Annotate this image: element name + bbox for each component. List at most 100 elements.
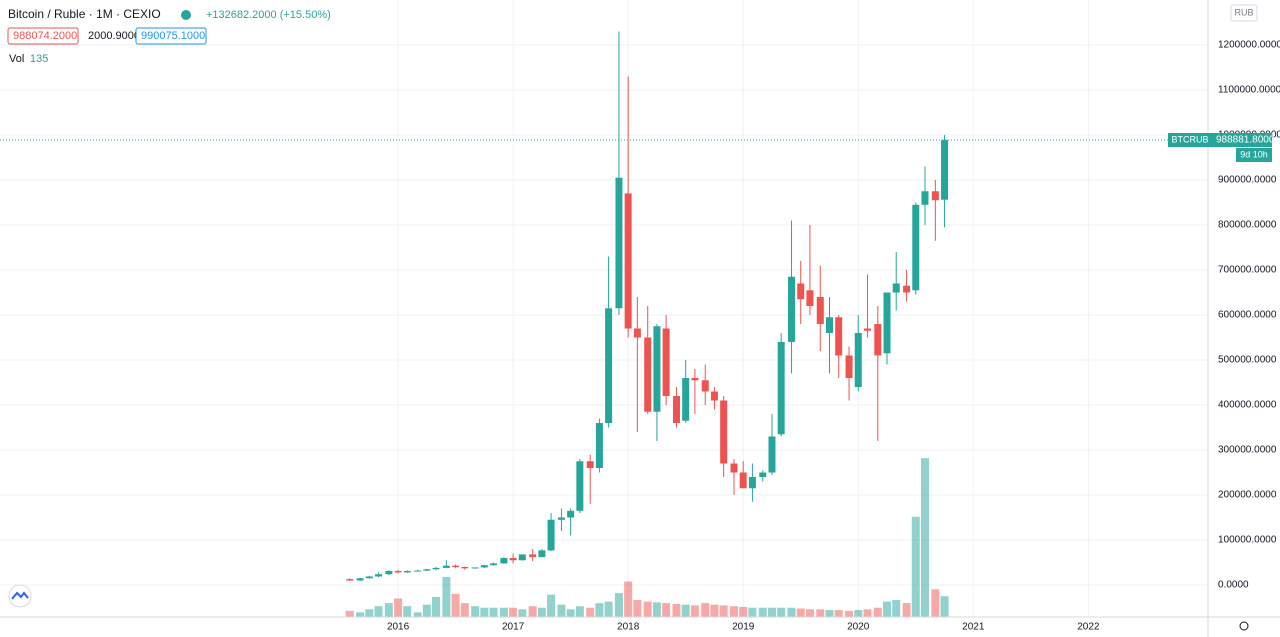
volume-bar: [471, 606, 480, 617]
volume-bar: [931, 589, 940, 617]
candle-body: [567, 510, 575, 518]
candle-body: [863, 328, 871, 331]
y-tick-label: 500000.0000: [1218, 355, 1277, 366]
candle-body: [403, 571, 411, 573]
settings-icon[interactable]: [1239, 621, 1249, 631]
volume-bar: [825, 610, 834, 617]
bid-box[interactable]: [7, 27, 79, 45]
volume-bar: [413, 612, 422, 617]
volume-bar: [528, 606, 537, 617]
candle-body: [701, 380, 709, 392]
ask-box[interactable]: [135, 27, 207, 45]
candle-body: [385, 571, 393, 575]
symbol-title: Bitcoin / Ruble · 1M · CEXIO: [8, 7, 161, 21]
candle-body: [452, 565, 460, 567]
volume-bar: [586, 607, 595, 617]
y-tick-label: 1200000.0000: [1218, 40, 1280, 51]
volume-bar: [690, 605, 699, 617]
x-tick-label: 2020: [847, 622, 870, 633]
volume-value: 135: [30, 53, 48, 65]
currency: RUB: [1234, 7, 1253, 17]
volume-bar: [672, 603, 681, 617]
candle-body: [874, 324, 882, 356]
candle-body: [788, 276, 796, 343]
candle-body: [480, 565, 488, 568]
candle-body: [605, 308, 613, 424]
candle-body: [615, 177, 623, 309]
volume-bar: [892, 600, 901, 617]
candle-body: [586, 461, 594, 469]
candle-body: [730, 463, 738, 473]
x-tick-label: 2021: [962, 622, 985, 633]
volume-bar: [730, 606, 739, 617]
y-tick-label: 600000.0000: [1218, 310, 1277, 321]
volume-bar: [719, 605, 728, 617]
candle-body: [394, 571, 402, 573]
candle-body: [557, 517, 565, 520]
countdown-tag: [1236, 148, 1272, 163]
volume-bar: [748, 607, 757, 617]
volume-bar: [403, 606, 412, 617]
volume-bar: [681, 604, 690, 617]
volume-bar: [575, 606, 584, 617]
volume-bar: [787, 607, 796, 617]
volume-bar: [758, 607, 767, 617]
volume-bar: [518, 609, 527, 617]
candle-body: [941, 140, 949, 200]
logo-icon: [11, 591, 29, 600]
candle-body: [365, 576, 373, 579]
volume-title: Vol: [9, 53, 24, 65]
candle-body: [509, 558, 517, 561]
volume-bar: [796, 608, 805, 617]
candle-body: [624, 193, 632, 329]
candle-body: [644, 337, 652, 412]
volume-bar: [432, 596, 441, 617]
price-change: +132682.2000 (+15.50%): [206, 9, 331, 21]
candle-body: [432, 567, 440, 570]
volume-bar: [767, 607, 776, 617]
y-tick-label: 300000.0000: [1218, 445, 1277, 456]
candle-body: [892, 283, 900, 293]
candle-body: [710, 391, 718, 401]
candle-body: [816, 297, 824, 325]
volume-bar: [365, 609, 374, 617]
y-tick-label: 200000.0000: [1218, 490, 1277, 501]
candle-body: [691, 378, 699, 381]
volume-bar: [614, 593, 623, 617]
volume-bar: [480, 607, 489, 617]
status-dot: [181, 10, 191, 20]
volume-bar: [643, 601, 652, 617]
volume-bar: [805, 609, 814, 617]
volume-bar: [384, 603, 393, 617]
volume-bar: [345, 610, 354, 617]
bid: 988074.2000: [13, 30, 77, 42]
volume-bar: [547, 594, 556, 617]
volume-bar: [845, 610, 854, 617]
currency-button[interactable]: [1230, 4, 1258, 22]
volume-bar: [460, 603, 469, 617]
candle-body: [595, 423, 603, 469]
candle-body: [442, 565, 450, 568]
volume-bar: [633, 600, 642, 617]
candle-body: [518, 554, 526, 561]
volume-bar: [537, 607, 546, 617]
candle-body: [346, 579, 354, 581]
volume-bar: [911, 516, 920, 617]
x-tick-label: 2016: [387, 622, 410, 633]
candle-body: [845, 355, 853, 379]
volume-bar: [489, 607, 498, 617]
candle-body: [806, 290, 814, 307]
volume-bar: [940, 596, 949, 617]
candle-body: [662, 328, 670, 397]
volume-bar: [394, 598, 403, 617]
x-tick-label: 2018: [617, 622, 640, 633]
candle-body: [490, 563, 498, 566]
volume-bar: [739, 606, 748, 617]
last-price-tag: [1210, 133, 1272, 148]
y-tick-label: 700000.0000: [1218, 265, 1277, 276]
symbol-tag-label: BTCRUB: [1171, 134, 1208, 144]
volume-bar: [710, 604, 719, 617]
candle-body: [672, 396, 680, 424]
